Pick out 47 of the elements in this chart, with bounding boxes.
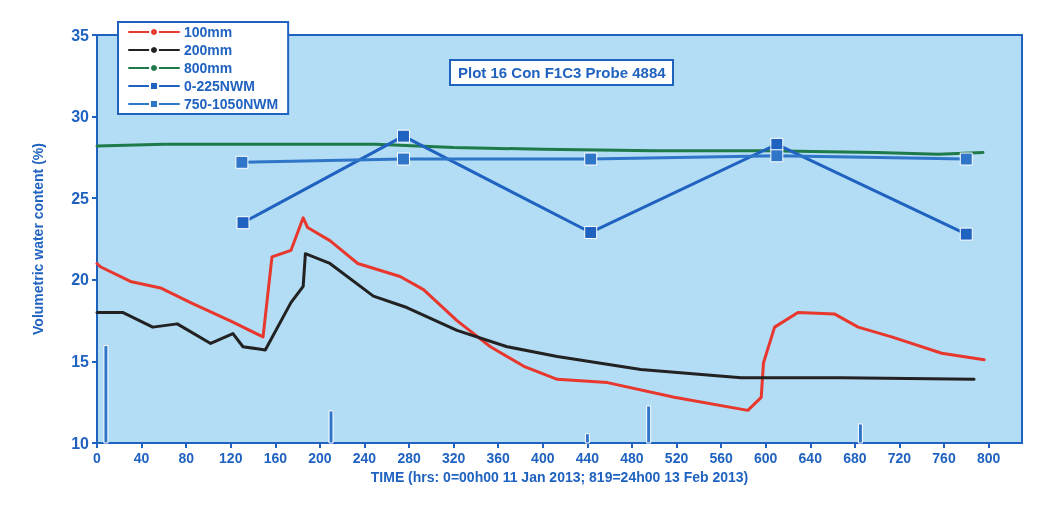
point xyxy=(396,129,410,143)
x-tick-label: 0 xyxy=(93,450,102,466)
x-tick-label: 280 xyxy=(397,450,421,466)
legend-label: 100mm xyxy=(184,24,233,40)
point xyxy=(959,152,973,166)
line-series xyxy=(95,216,986,412)
line-series xyxy=(95,142,985,156)
y-tick-label: 10 xyxy=(71,434,90,452)
y-tick-label: 35 xyxy=(71,26,90,44)
x-tick-label: 80 xyxy=(178,450,195,466)
x-tick-label: 240 xyxy=(352,450,377,466)
y-tick-label: 30 xyxy=(71,108,90,126)
x-tick-label: 680 xyxy=(843,450,867,466)
x-tick-label: 160 xyxy=(263,450,288,466)
legend-label: 750-1050NWM xyxy=(184,96,279,112)
x-tick-label: 560 xyxy=(709,450,733,466)
x-tick-label: 520 xyxy=(664,450,689,466)
point xyxy=(584,152,598,166)
point xyxy=(396,152,410,166)
x-tick-label: 360 xyxy=(486,450,511,466)
y-tick-label: 15 xyxy=(71,352,90,370)
legend-label: 200mm xyxy=(184,42,233,58)
legend-label: 800mm xyxy=(184,60,233,76)
point xyxy=(770,149,784,163)
text: Plot 16 Con F1C3 Probe 4884 xyxy=(458,64,667,81)
x-tick-label: 480 xyxy=(620,450,644,466)
x-axis-title: TIME (hrs: 0=00h00 11 Jan 2013; 819=24h00 13 Feb 2013) xyxy=(370,468,749,485)
x-tick-label: 600 xyxy=(753,450,778,466)
y-tick-label: 25 xyxy=(71,189,90,207)
x-tick-label: 120 xyxy=(219,450,243,466)
x-tick-label: 400 xyxy=(531,450,555,466)
point xyxy=(584,225,598,239)
legend-label: 0-225NWM xyxy=(184,78,255,94)
line-series xyxy=(95,252,976,381)
point xyxy=(235,155,249,169)
point xyxy=(959,227,973,241)
x-tick-label: 440 xyxy=(575,450,600,466)
x-tick-label: 760 xyxy=(932,450,956,466)
y-axis-title: Volumetric water content (%) xyxy=(30,143,46,335)
x-tick-label: 40 xyxy=(133,450,150,466)
point xyxy=(236,216,250,230)
y-tick-label: 20 xyxy=(71,271,90,289)
x-tick-label: 800 xyxy=(976,450,1001,466)
x-tick-label: 200 xyxy=(308,450,332,466)
x-tick-label: 720 xyxy=(887,450,912,466)
x-tick-label: 320 xyxy=(441,450,466,466)
x-tick-label: 640 xyxy=(798,450,823,466)
